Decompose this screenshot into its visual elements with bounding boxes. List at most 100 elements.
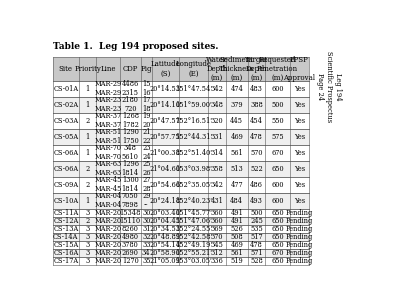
Text: Yes: Yes [294, 85, 305, 93]
Text: 15
16: 15 16 [142, 80, 150, 98]
Text: 20°04.45': 20°04.45' [149, 217, 182, 225]
Text: CS-17A: CS-17A [53, 257, 78, 265]
Text: Water
Depth
(m): Water Depth (m) [206, 56, 228, 82]
Text: 342: 342 [210, 181, 223, 189]
Text: MAR-29
MAR-29: MAR-29 MAR-29 [95, 80, 122, 98]
Text: Pending: Pending [286, 217, 313, 225]
Text: 245: 245 [250, 217, 263, 225]
Text: CS-06A: CS-06A [53, 149, 78, 157]
Text: CDP: CDP [123, 65, 138, 73]
Text: 21°04.60': 21°04.60' [149, 165, 182, 173]
Text: 500: 500 [250, 209, 263, 217]
Text: 469: 469 [230, 241, 243, 249]
Text: Yes: Yes [294, 181, 305, 189]
Text: 379: 379 [230, 101, 243, 109]
Bar [53, 81, 309, 97]
Text: 152°40.23': 152°40.23' [175, 197, 212, 205]
Text: 151°47.06': 151°47.06' [175, 217, 212, 225]
Text: 517: 517 [250, 233, 263, 241]
Text: 2: 2 [86, 165, 90, 173]
Text: MAR-20: MAR-20 [95, 249, 122, 257]
Text: 152°55.21': 152°55.21' [175, 249, 212, 257]
Text: Requested
Penetration
(m): Requested Penetration (m) [257, 56, 298, 82]
Text: 474: 474 [230, 85, 243, 93]
Text: Sediment
Thickness
(m): Sediment Thickness (m) [219, 56, 254, 82]
Text: Table 1.  Leg 194 proposed sites.: Table 1. Leg 194 proposed sites. [53, 42, 218, 51]
Text: 431: 431 [210, 197, 223, 205]
Text: 152°49.19': 152°49.19' [175, 241, 212, 249]
Text: 21°00.38': 21°00.38' [149, 149, 182, 157]
Text: Site: Site [59, 65, 73, 73]
Text: 20°14.53': 20°14.53' [149, 85, 182, 93]
Text: MAR-20: MAR-20 [95, 217, 122, 225]
Text: 535: 535 [250, 225, 263, 233]
Text: 7050
7898: 7050 7898 [122, 192, 139, 209]
Text: 1270: 1270 [122, 257, 139, 265]
Text: 20°24.18': 20°24.18' [149, 197, 182, 205]
Text: 345: 345 [210, 241, 223, 249]
Text: Longitude
(E): Longitude (E) [176, 60, 212, 77]
Text: Pending: Pending [286, 249, 313, 257]
Text: CS-02A: CS-02A [53, 101, 78, 109]
Text: 650: 650 [271, 257, 284, 265]
Text: 336: 336 [211, 257, 223, 265]
Text: 4980: 4980 [122, 233, 139, 241]
Text: 369: 369 [211, 225, 223, 233]
Text: 152°44.31': 152°44.31' [175, 133, 212, 141]
Text: 486: 486 [250, 181, 263, 189]
Bar [53, 241, 309, 249]
Text: 528: 528 [250, 257, 263, 265]
Text: 3: 3 [86, 225, 90, 233]
Text: 477: 477 [230, 181, 243, 189]
Text: 151°45.77': 151°45.77' [175, 209, 212, 217]
Text: 342: 342 [210, 85, 223, 93]
Text: 650: 650 [271, 241, 284, 249]
Text: CS-03A: CS-03A [53, 117, 78, 125]
Text: MAR-20: MAR-20 [95, 233, 122, 241]
Text: Line: Line [100, 65, 116, 73]
Text: 31: 31 [142, 225, 150, 233]
Bar [53, 161, 309, 177]
Text: 20°54.66': 20°54.66' [149, 181, 182, 189]
Text: 561: 561 [230, 149, 243, 157]
Text: MAR-70
MAR-70: MAR-70 MAR-70 [95, 144, 122, 161]
Text: CS-01A: CS-01A [53, 85, 78, 93]
Text: 526: 526 [230, 225, 243, 233]
Text: Fig: Fig [141, 65, 152, 73]
Text: 2: 2 [86, 117, 90, 125]
Text: 1: 1 [86, 197, 90, 205]
Text: MAR-51
MAR-51: MAR-51 MAR-51 [95, 128, 122, 146]
Text: 34: 34 [142, 249, 150, 257]
Text: 4486
2315: 4486 2315 [122, 80, 139, 98]
Text: 670: 670 [271, 149, 284, 157]
Text: MAR-04
MAR-04: MAR-04 MAR-04 [95, 192, 122, 209]
Text: 152°35.05': 152°35.05' [175, 181, 212, 189]
Text: 21°05.09': 21°05.09' [149, 257, 182, 265]
Text: Yes: Yes [294, 117, 305, 125]
Text: 360: 360 [211, 217, 223, 225]
Text: 513: 513 [230, 165, 243, 173]
Text: Pending: Pending [286, 209, 313, 217]
Text: Latitude
(S): Latitude (S) [151, 60, 181, 77]
Text: 153°03.05': 153°03.05' [175, 257, 212, 265]
Text: 600: 600 [271, 181, 284, 189]
Text: 469: 469 [230, 133, 243, 141]
Text: 3: 3 [86, 209, 90, 217]
Text: 1: 1 [86, 133, 90, 141]
Text: 1290
1750: 1290 1750 [122, 128, 139, 146]
Text: 15348: 15348 [120, 209, 141, 217]
Text: 388: 388 [250, 101, 263, 109]
Text: 20°48.89': 20°48.89' [149, 233, 182, 241]
Text: 650: 650 [271, 217, 284, 225]
Text: 15110: 15110 [120, 217, 141, 225]
Text: 30: 30 [142, 217, 150, 225]
Text: 650: 650 [271, 165, 284, 173]
Text: Leg 194
Scientific Prospectus
Page 24: Leg 194 Scientific Prospectus Page 24 [316, 51, 342, 122]
Text: 331: 331 [211, 133, 223, 141]
Text: 650: 650 [271, 209, 284, 217]
Text: 491: 491 [230, 217, 243, 225]
Text: 20°03.40': 20°03.40' [149, 209, 182, 217]
Text: 550: 550 [271, 117, 284, 125]
Text: 570: 570 [250, 149, 263, 157]
Text: 2180
720: 2180 720 [122, 96, 139, 113]
